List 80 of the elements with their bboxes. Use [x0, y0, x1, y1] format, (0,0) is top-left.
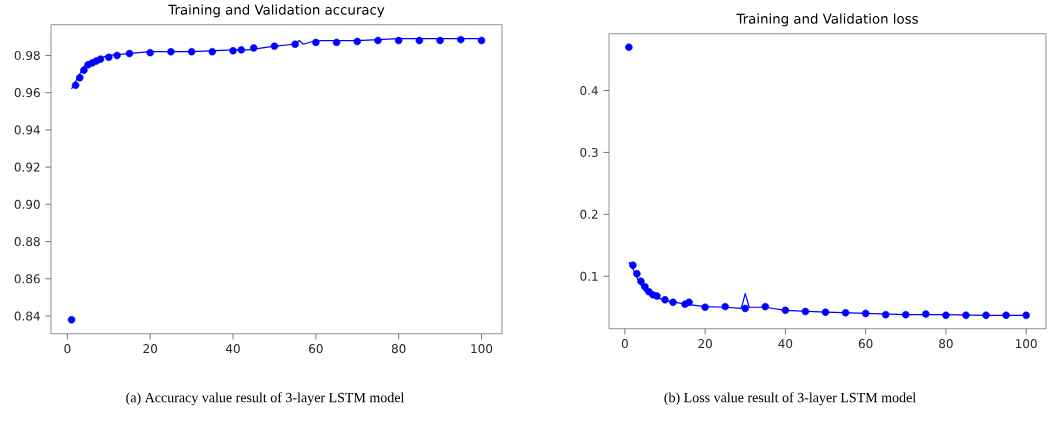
point: [208, 48, 217, 56]
text: (b) Loss value result of 3-layer LSTM model: [664, 392, 916, 406]
point: [942, 311, 950, 320]
point: [962, 311, 970, 320]
x-tick-label: 80: [391, 344, 406, 354]
point: [146, 49, 154, 57]
x-tick-label: 80: [939, 339, 953, 349]
y-tick-label: 0.94: [14, 125, 40, 135]
point: [841, 309, 850, 317]
point: [637, 277, 645, 286]
y-tick-label: 0.1: [580, 271, 598, 281]
x-tick-label: 40: [225, 344, 240, 354]
chart-title: Training and Validation accuracy: [168, 4, 385, 18]
point: [312, 38, 320, 47]
point: [105, 53, 113, 62]
y-tick-label: 0.4: [580, 86, 598, 96]
point: [922, 310, 930, 318]
point: [436, 36, 444, 45]
x-tick-label: 0: [621, 339, 628, 349]
x-tick-label: 40: [778, 339, 793, 349]
point: [721, 303, 729, 311]
y-tick-label: 0.2: [580, 209, 598, 220]
point: [761, 303, 770, 311]
point: [861, 309, 870, 318]
x-tick-label: 0: [64, 344, 71, 354]
point: [270, 42, 279, 50]
x-tick-label: 20: [698, 339, 712, 349]
point: [741, 304, 749, 313]
point: [80, 66, 88, 75]
y-tick-label: 0.96: [14, 88, 40, 98]
point: [332, 38, 341, 47]
x-tick-label: 100: [1016, 339, 1037, 349]
point: [661, 296, 669, 304]
point: [353, 37, 361, 46]
point: [394, 36, 403, 45]
point: [96, 55, 105, 64]
point: [71, 81, 80, 90]
point: [641, 283, 649, 291]
point: [669, 298, 677, 307]
x-tick-label: 100: [471, 344, 493, 354]
point: [801, 307, 810, 316]
x-tick-label: 60: [858, 339, 873, 349]
point: [249, 44, 258, 52]
chart-title: Training and Validation loss: [736, 13, 918, 27]
point: [113, 51, 121, 60]
point: [457, 36, 465, 44]
y-tick-label: 0.98: [14, 51, 40, 61]
text: (a) Accuracy value result of 3-layer LSTM model: [126, 392, 405, 406]
y-tick-label: 0.90: [14, 199, 40, 210]
point: [625, 43, 633, 52]
point: [633, 270, 641, 278]
y-tick-label: 0.92: [14, 162, 40, 172]
x-tick-label: 20: [143, 344, 158, 354]
point: [781, 306, 790, 315]
point: [701, 303, 709, 312]
point: [187, 48, 196, 56]
point: [821, 308, 830, 317]
point: [881, 311, 890, 319]
point: [291, 40, 299, 49]
point: [685, 298, 693, 307]
point: [1002, 311, 1010, 320]
point: [125, 49, 134, 58]
y-tick-label: 0.84: [14, 311, 40, 321]
point: [415, 36, 424, 45]
y-tick-label: 0.88: [14, 237, 40, 247]
point: [982, 311, 990, 320]
y-tick-label: 0.3: [580, 148, 598, 158]
point: [374, 36, 382, 45]
point: [477, 36, 486, 45]
y-tick-label: 0.86: [14, 274, 40, 284]
point: [76, 74, 84, 82]
point: [167, 48, 175, 56]
x-tick-label: 60: [309, 344, 323, 354]
point: [237, 46, 246, 54]
point: [229, 47, 237, 55]
point: [653, 292, 661, 300]
point: [67, 316, 76, 324]
point: [629, 261, 637, 269]
point: [902, 311, 910, 319]
point: [1022, 311, 1030, 320]
